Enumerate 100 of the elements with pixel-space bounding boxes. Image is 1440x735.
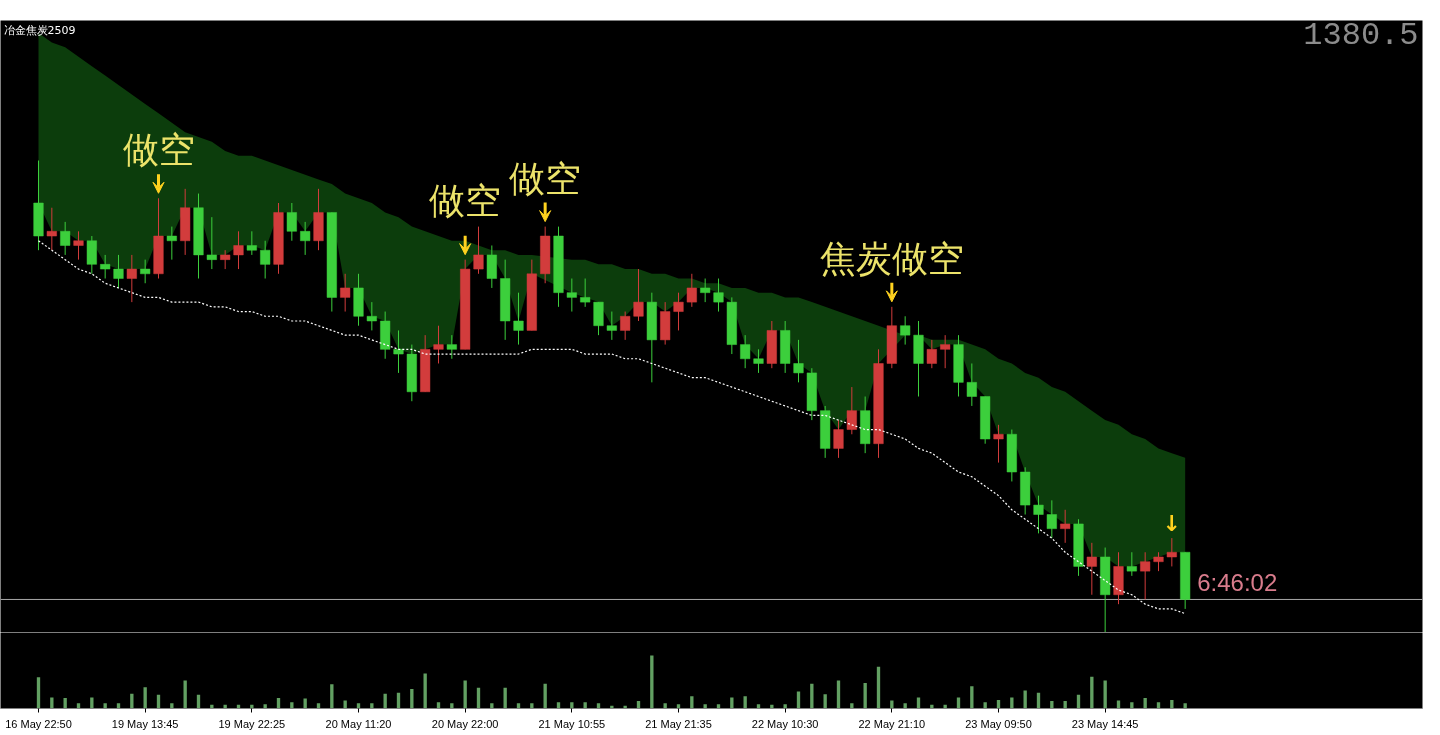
candlestick [1140,551,1151,600]
bar [1170,700,1174,709]
candlestick [700,278,711,303]
x-tick-label: 20 May 11:20 [325,717,392,730]
bar [650,655,654,709]
candlestick [60,221,71,256]
candlestick [1153,551,1164,572]
candlestick [46,207,57,251]
candlestick [246,230,257,256]
bar [810,683,814,709]
candlestick [1046,499,1057,539]
candlestick [566,278,577,313]
bar [463,680,467,709]
x-tick-label: 21 May 10:55 [538,717,606,730]
bar [570,702,574,709]
bar [370,703,374,709]
candlestick [1060,509,1071,544]
text: 做空 [122,129,195,171]
candlestick [340,273,351,313]
candlestick [233,230,244,270]
bar [1130,702,1134,709]
bar [170,703,174,709]
candlestick [1086,542,1097,596]
candlestick [1166,537,1177,567]
bar [90,697,94,709]
candlestick [753,348,764,374]
candlestick [486,244,497,289]
candlestick [673,292,684,331]
bar [930,704,934,709]
candlestick [993,424,1004,464]
x-tick-label: 19 May 13:45 [111,717,179,730]
candlestick [473,226,484,275]
bar [490,703,494,709]
candlestick [260,240,271,280]
candlestick [366,301,377,331]
bar [130,693,134,709]
bar [836,680,841,709]
bar [450,703,454,709]
bar [970,686,974,709]
candlestick [740,334,751,369]
candlestick [126,254,137,303]
candlestick [140,259,151,284]
candlestick [633,268,644,322]
bar [50,697,54,709]
text: 做空 [509,157,582,199]
candlestick [206,216,217,270]
bar [1010,697,1014,709]
candlestick [940,334,951,369]
x-tick-label: 16 May 22:50 [5,717,72,730]
x-tick-label: 21 May 21:35 [645,717,712,730]
candlestick [593,301,604,336]
text: 做空 [429,179,502,221]
candlestick [793,339,804,383]
candlestick [686,273,697,308]
candlestick [926,339,937,369]
bar [530,703,534,709]
text: 1380.5 [1303,16,1419,54]
bar [1103,680,1107,709]
x-tick-label: 22 May 21:10 [858,717,926,730]
bar [1023,690,1027,709]
bar [890,700,894,709]
candlestick [286,202,297,242]
bar [690,696,694,709]
bar [250,704,254,709]
bar [770,704,774,709]
text: 焦炭做空 [819,237,964,279]
candlestick [220,249,231,270]
bar [1090,676,1094,709]
bar [290,702,294,709]
text: ↓ [1162,511,1182,537]
candlestick [846,386,857,435]
x-tick-label: 23 May 14:45 [1071,717,1139,730]
candlestick [900,315,911,346]
x-tick-label: 23 May 09:50 [965,717,1032,730]
candlestick [580,278,591,308]
bar [63,697,67,709]
candlestick [833,419,844,459]
bar [183,680,187,709]
candlestick [73,230,84,261]
bar [730,697,734,709]
bar [1050,701,1054,709]
bar [850,703,854,709]
candlestick [300,221,311,256]
candlestick [166,226,177,261]
bar [330,684,334,709]
x-tick-label: 22 May 10:30 [751,717,819,730]
candlestick [620,311,631,341]
x-tick-label: 20 May 22:00 [431,717,499,730]
candlestick [513,292,524,346]
text: 6:46:02 [1197,569,1278,597]
bar [410,688,414,709]
candlestick [713,278,724,313]
x-tick-label: 19 May 22:25 [218,717,286,730]
chart-title: 冶金焦炭2509 [3,23,76,37]
candlestick [966,362,977,407]
candlestick [100,254,111,280]
candlestick [393,329,404,374]
candlestick [446,334,457,360]
bar [303,698,307,709]
candlestick [86,235,97,275]
